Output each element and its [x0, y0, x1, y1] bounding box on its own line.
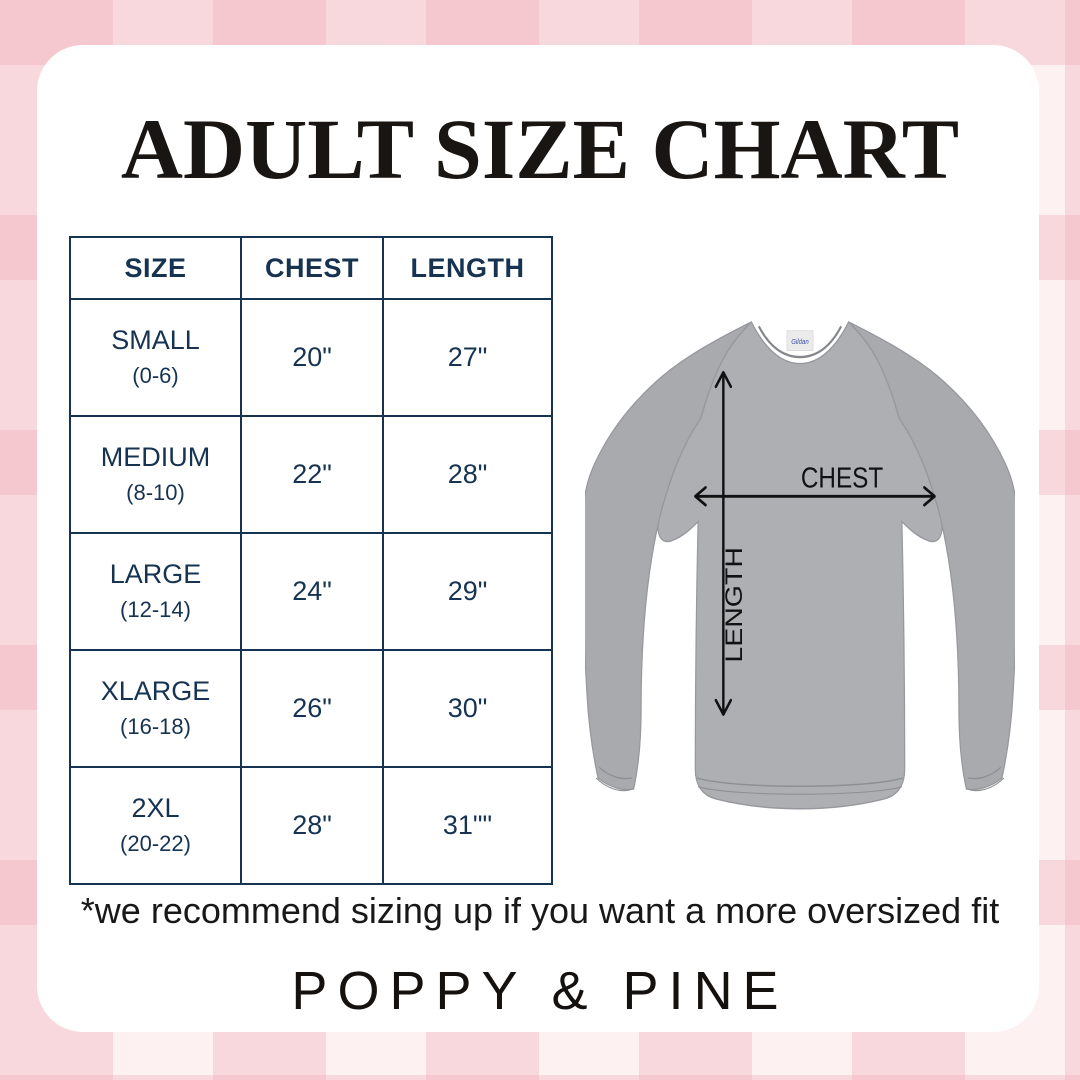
svg-text:CHEST: CHEST [801, 462, 883, 494]
svg-text:LENGTH: LENGTH [720, 547, 748, 663]
svg-text:Gildan: Gildan [791, 339, 809, 347]
